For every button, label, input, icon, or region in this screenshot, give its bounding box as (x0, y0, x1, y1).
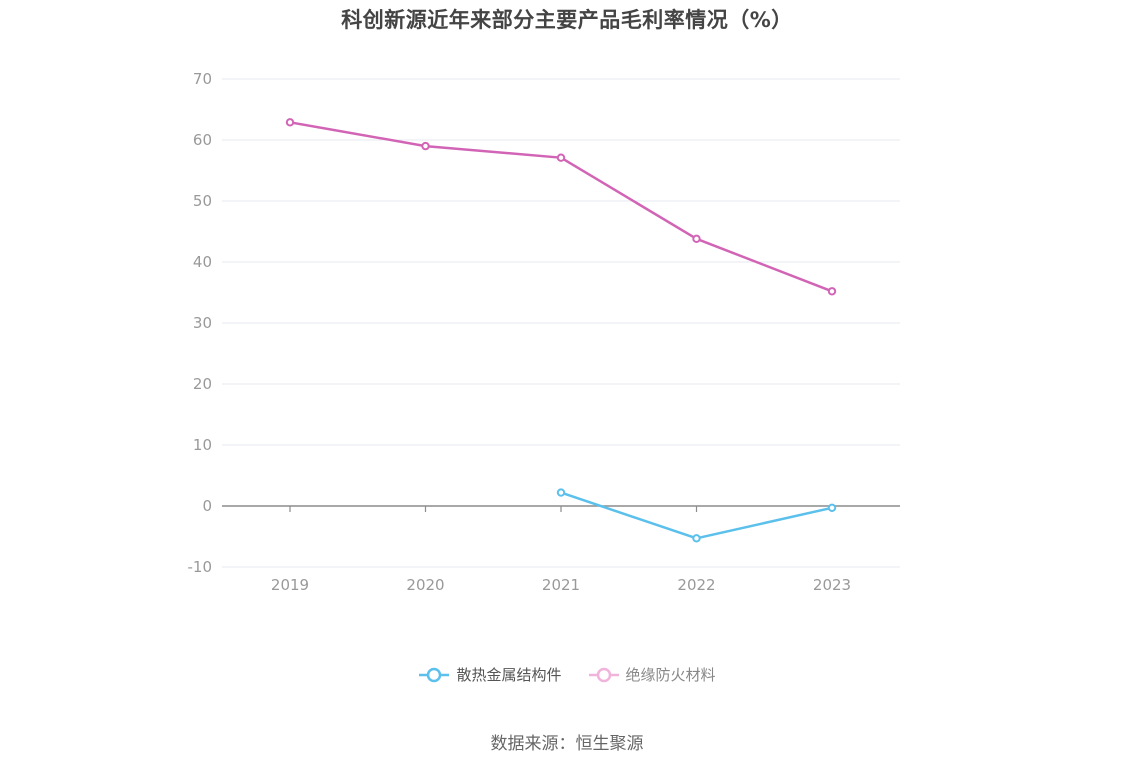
x-tick-label: 2022 (677, 576, 715, 594)
x-tick-label: 2021 (542, 576, 580, 594)
legend-item-series-0[interactable]: 散热金属结构件 (418, 664, 562, 685)
data-point[interactable] (827, 287, 837, 296)
series-line-0 (560, 491, 833, 540)
data-point[interactable] (827, 503, 837, 513)
y-tick-label: 40 (193, 253, 212, 271)
series-lines (285, 118, 837, 543)
legend: 散热金属结构件 绝缘防火材料 (0, 664, 1134, 685)
line-chart: -10 0 10 20 30 40 50 60 70 2019 2020 2021 2022 2023 (188, 70, 900, 594)
x-tick-label: 2020 (406, 576, 444, 594)
legend-item-series-1[interactable]: 绝缘防火材料 (588, 664, 716, 685)
y-axis-tick-labels: -10 0 10 20 30 40 50 60 70 (188, 70, 213, 576)
y-tick-label: 10 (193, 436, 212, 454)
data-point[interactable] (556, 488, 566, 497)
legend-marker-icon (419, 667, 450, 682)
legend-marker-icon (588, 667, 619, 682)
x-axis: 2019 2020 2021 2022 2023 (222, 505, 900, 594)
grid-lines (222, 78, 900, 568)
data-point[interactable] (421, 141, 430, 151)
chart-title: 科创新源近年来部分主要产品毛利率情况（%） (341, 8, 793, 32)
y-tick-label: 50 (193, 192, 212, 210)
y-tick-label: 0 (202, 497, 212, 515)
data-point[interactable] (285, 118, 295, 127)
legend-label: 绝缘防火材料 (625, 666, 716, 684)
y-tick-label: 20 (193, 375, 212, 393)
data-point[interactable] (692, 234, 701, 244)
y-tick-label: 70 (193, 70, 212, 88)
series-line-1 (289, 121, 833, 293)
x-tick-label: 2019 (271, 576, 309, 594)
data-point[interactable] (556, 153, 566, 162)
data-source-note: 数据来源：恒生聚源 (490, 734, 644, 754)
x-tick-label: 2023 (813, 576, 851, 594)
y-tick-label: 30 (193, 314, 212, 332)
data-point[interactable] (692, 534, 701, 543)
y-tick-label: -10 (188, 558, 213, 576)
legend-label: 散热金属结构件 (456, 666, 562, 684)
y-tick-label: 60 (193, 131, 212, 149)
